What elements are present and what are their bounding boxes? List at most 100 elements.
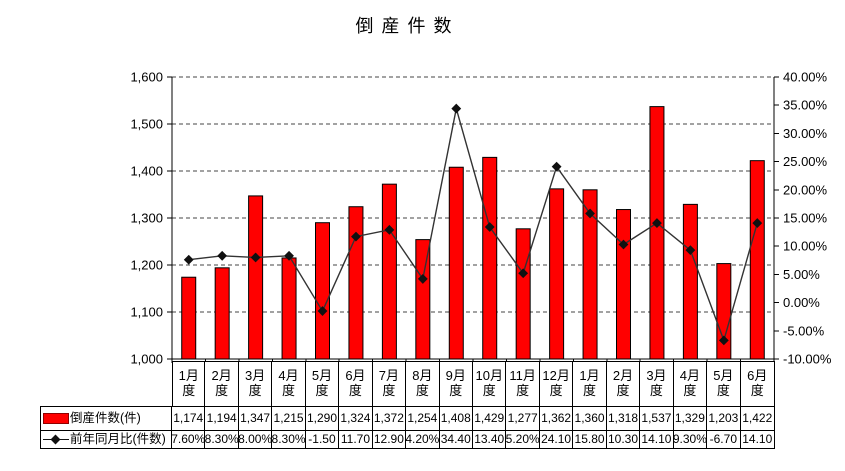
value-cell: 1,318 [606,406,641,430]
category-cell: 9月度 [439,361,473,406]
diamond-marker-icon [417,274,428,284]
category-cell: 5月度 [305,361,340,406]
category-cell: 3月度 [238,361,273,406]
left-axis-label: 1,400 [130,164,163,179]
diamond-marker-icon [351,231,361,242]
value-cell: 1,194 [205,406,239,430]
category-cell: 7月度 [372,361,407,406]
line-series [188,108,758,343]
value-cell: 9.30% [673,430,708,449]
category-cell: 1月度 [573,361,607,406]
right-axis-label: 40.00% [783,70,828,85]
bar [582,189,598,360]
right-axis-label: -10.00% [783,352,832,367]
category-cell: 2月度 [606,361,641,406]
category-cell: 1月度 [172,361,206,406]
category-cell: 4月度 [673,361,708,406]
bar [682,203,698,360]
right-axis-label: 30.00% [783,126,828,141]
value-cell: 1,277 [506,406,540,430]
diamond-marker-icon [451,103,462,114]
value-cell: 1,203 [707,406,741,430]
diamond-marker-icon [718,335,729,346]
right-axis-label: -5.00% [783,323,825,338]
value-cell: 1,362 [539,406,574,430]
value-cell: 24.10 [539,430,574,449]
bar [181,276,197,360]
value-cell: 14.10 [640,430,674,449]
bar [281,257,297,360]
value-cell: -6.70 [707,430,741,449]
value-cell: 14.10 [740,430,775,449]
diamond-marker-icon [752,218,763,228]
diamond-marker-icon [618,239,629,250]
category-cell: 3月度 [640,361,674,406]
value-cell: 4.20% [406,430,440,449]
bar [415,239,431,360]
chart-title: 倒産件数 [355,16,460,36]
legend-line-series: 前年同月比(件数) [40,430,172,449]
value-cell: 1,329 [673,406,708,430]
diamond-marker-icon [652,218,662,228]
category-cell: 12月度 [539,361,574,406]
value-cell: 1,372 [372,406,407,430]
value-cell: 10.30 [606,430,641,449]
category-cell: 11月度 [506,361,540,406]
line-series-swatch-icon [43,434,69,445]
right-axis-label: 35.00% [783,98,828,113]
value-cell: 1,422 [740,406,775,430]
legend-bar-series: 倒産件数(件) [40,406,172,430]
bar [214,267,230,360]
category-cell: 4月度 [272,361,306,406]
bar [381,183,397,360]
value-cell: 15.80 [573,430,607,449]
diamond-marker-icon [484,222,495,232]
bar [482,156,498,360]
value-cell: 1,174 [172,406,206,430]
value-cell: 7.60% [172,430,206,449]
diamond-marker-icon [685,245,696,256]
right-axis-label: 5.00% [783,267,820,282]
diamond-marker-icon [585,208,595,219]
value-cell: 8.30% [205,430,239,449]
diamond-marker-icon [217,250,228,261]
right-axis-label: 15.00% [783,211,828,226]
left-axis-label: 1,300 [130,211,163,226]
value-cell: 5.20% [506,430,540,449]
bar [549,188,565,360]
value-cell: 8.30% [272,430,306,449]
bar [616,209,631,360]
value-cell: 1,347 [238,406,273,430]
value-cell: -1.50 [305,430,340,449]
diamond-marker-icon [250,252,261,263]
value-cell: 1,408 [439,406,473,430]
bar [716,263,732,360]
right-axis-label: 20.00% [783,182,828,197]
value-cell: 34.40 [439,430,473,449]
legend-label: 倒産件数(件) [70,411,141,426]
left-axis-label: 1,500 [130,117,163,132]
value-cell: 1,360 [573,406,607,430]
diamond-marker-icon [183,254,194,265]
category-cell: 5月度 [707,361,741,406]
left-axis-label: 1,100 [130,305,163,320]
legend-label: 前年同月比(件数) [70,432,166,447]
left-axis-label: 1,200 [130,258,163,273]
value-cell: 12.90 [372,430,407,449]
bar [315,222,330,360]
left-axis-label: 1,600 [130,70,163,85]
diamond-marker-icon [284,250,294,261]
value-cell: 11.70 [339,430,373,449]
category-cell: 6月度 [339,361,373,406]
diamond-marker-icon [518,268,529,279]
value-cell: 1,215 [272,406,306,430]
right-axis-label: 10.00% [783,239,828,254]
diamond-marker-icon [551,161,562,172]
bar [649,106,665,360]
value-cell: 1,537 [640,406,674,430]
category-cell: 10月度 [473,361,507,406]
right-axis-label: 0.00% [783,295,820,310]
diamond-marker-icon [317,306,328,316]
bar [448,166,464,360]
